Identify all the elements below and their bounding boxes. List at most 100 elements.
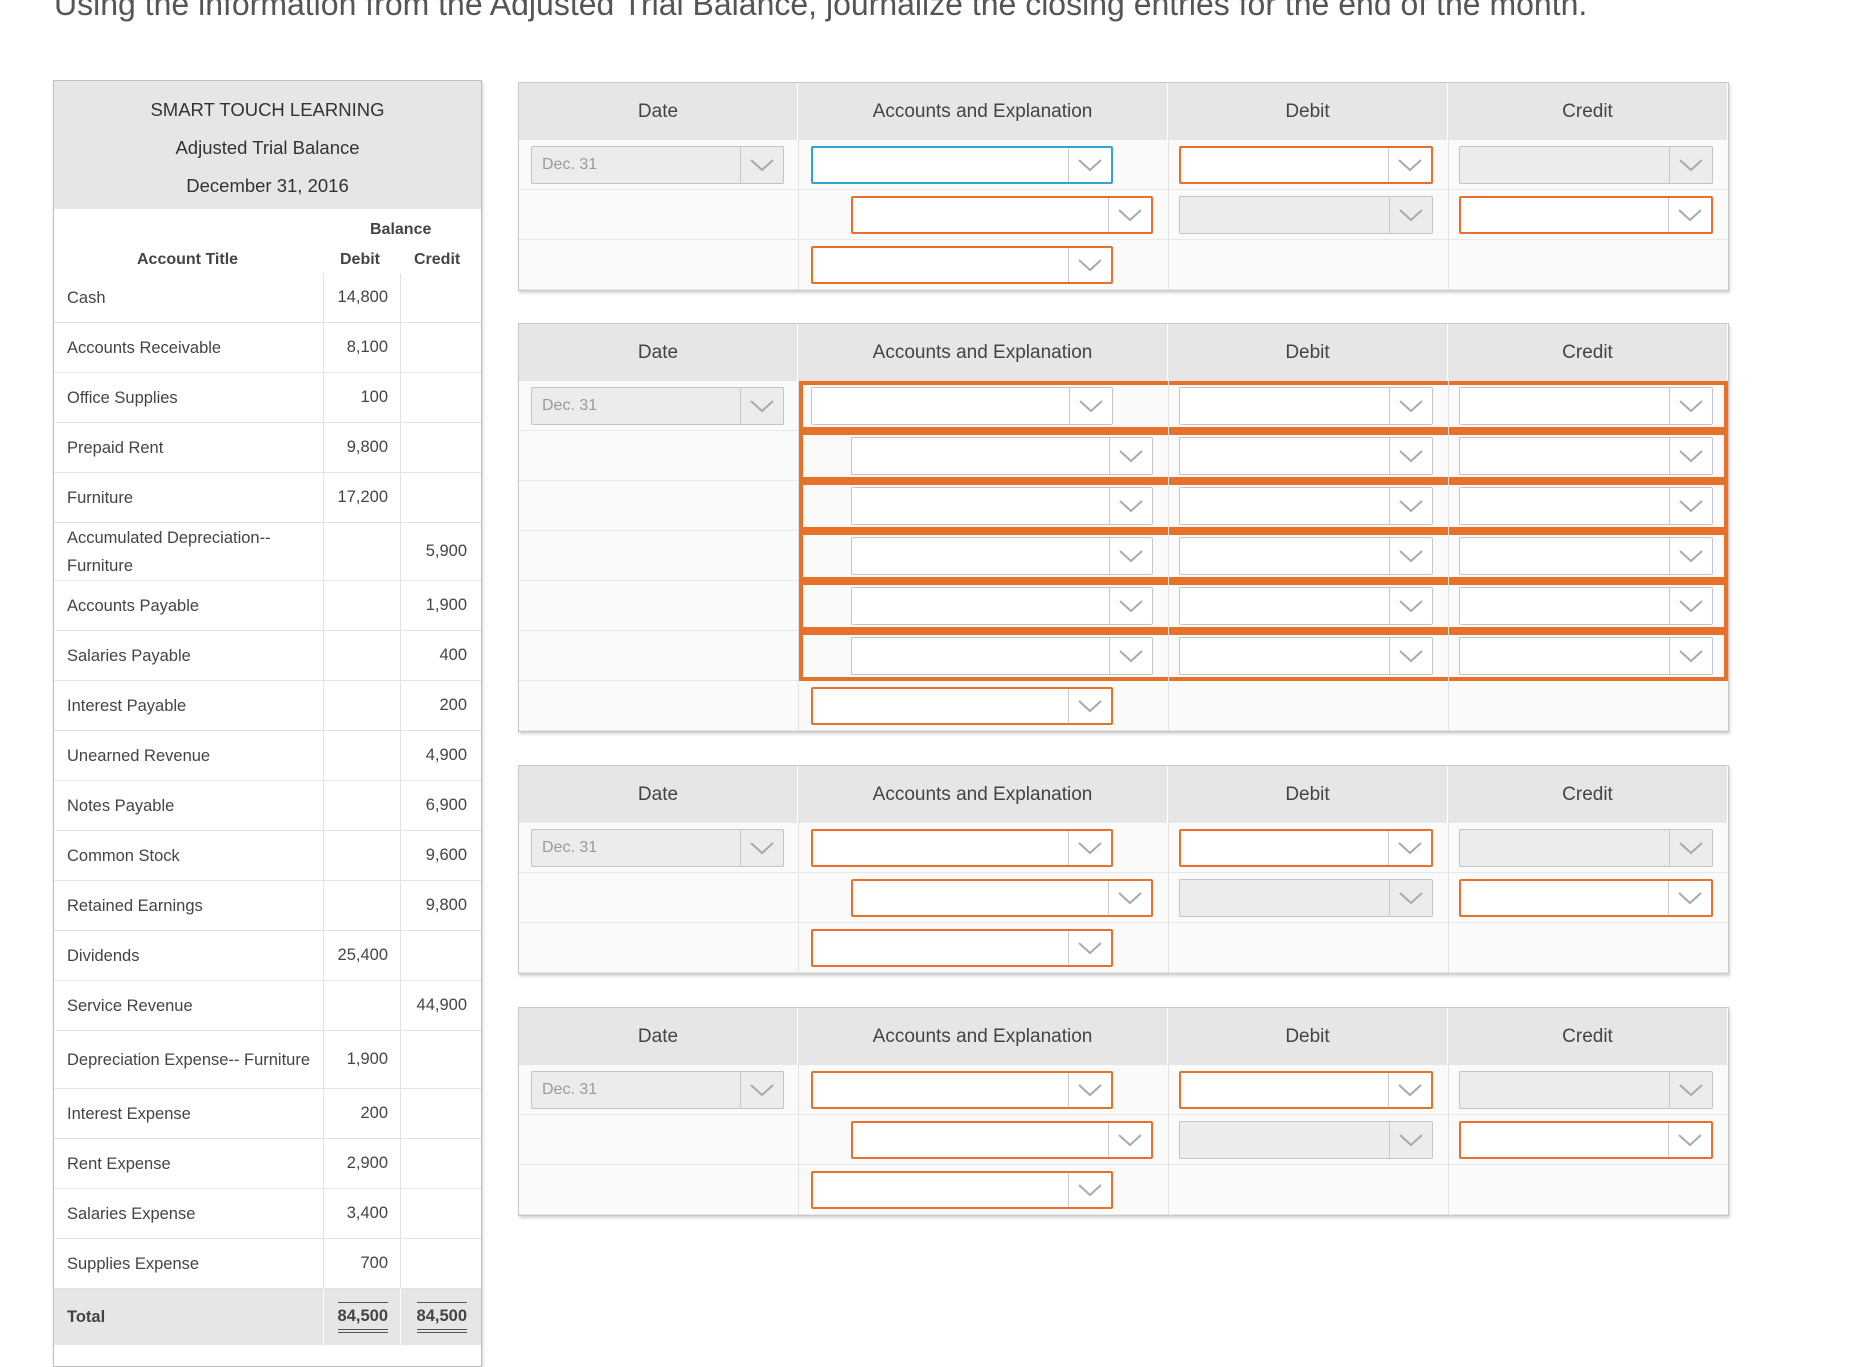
column-divider — [798, 823, 799, 973]
account-select[interactable] — [811, 387, 1113, 425]
required-row-highlight — [799, 381, 1728, 431]
credit-amount: 5,900 — [425, 542, 467, 560]
credit-select[interactable] — [1459, 587, 1713, 625]
account-select[interactable] — [851, 487, 1153, 525]
credit-select[interactable] — [1459, 637, 1713, 675]
date-column-header: Date — [519, 1008, 798, 1065]
chevron-down-icon — [740, 388, 783, 424]
credit-amount — [401, 1239, 479, 1288]
chevron-down-icon — [1109, 588, 1152, 624]
credit-column-header: Credit — [1448, 766, 1728, 823]
debit-amount — [324, 631, 401, 680]
credit-column-header: Credit — [1448, 324, 1728, 381]
account-title: Unearned Revenue — [54, 731, 324, 780]
chevron-down-icon — [1108, 1123, 1151, 1157]
debit-select[interactable] — [1179, 829, 1433, 867]
credit-select[interactable] — [1459, 487, 1713, 525]
date-value: Dec. 31 — [542, 839, 598, 856]
credit-select[interactable] — [1459, 1121, 1713, 1159]
account-title: Office Supplies — [54, 373, 324, 422]
credit-amount — [401, 323, 479, 372]
account-title: Salaries Payable — [54, 631, 324, 680]
chevron-down-icon — [1109, 488, 1152, 524]
trial-balance-row: Rent Expense 2,900 — [54, 1139, 481, 1189]
credit-column-header: Credit — [1448, 83, 1728, 140]
balance-header: Balance — [370, 221, 432, 238]
account-select[interactable] — [851, 587, 1153, 625]
debit-select[interactable] — [1179, 537, 1433, 575]
debit-amount: 17,200 — [324, 473, 401, 522]
debit-amount: 14,800 — [324, 273, 401, 322]
account-select[interactable] — [811, 829, 1113, 867]
accounts-column-header: Accounts and Explanation — [798, 324, 1168, 381]
debit-select[interactable] — [1179, 146, 1433, 184]
trial-balance-row: Furniture 17,200 — [54, 473, 481, 523]
debit-amount — [324, 881, 401, 930]
credit-select[interactable] — [1459, 437, 1713, 475]
journal-row — [519, 923, 1728, 973]
account-select[interactable] — [851, 879, 1153, 917]
debit-select[interactable] — [1179, 437, 1433, 475]
trial-balance-total-row: Total 84,500 84,500 — [54, 1289, 481, 1345]
account-select[interactable] — [851, 537, 1153, 575]
credit-select[interactable] — [1459, 537, 1713, 575]
account-select[interactable] — [851, 637, 1153, 675]
column-divider — [1168, 140, 1169, 290]
account-select[interactable] — [851, 196, 1153, 234]
credit-header: Credit — [414, 251, 461, 268]
debit-amount: 2,900 — [324, 1139, 401, 1188]
credit-amount — [401, 273, 479, 322]
company-name: SMART TOUCH LEARNING — [150, 99, 385, 120]
chevron-down-icon — [1068, 1173, 1111, 1207]
explanation-select[interactable] — [811, 1171, 1113, 1209]
account-select[interactable] — [811, 146, 1113, 184]
journal-entry-table: Date Accounts and Explanation Debit Credit D… — [518, 82, 1729, 291]
credit-amount: 9,800 — [425, 896, 467, 914]
explanation-select[interactable] — [811, 687, 1113, 725]
explanation-select[interactable] — [811, 246, 1113, 284]
date-select: Dec. 31 — [531, 829, 784, 867]
journal-row — [519, 240, 1728, 290]
credit-amount: 6,900 — [425, 796, 467, 814]
journal-row — [519, 531, 1728, 581]
credit-select[interactable] — [1459, 196, 1713, 234]
debit-select[interactable] — [1179, 487, 1433, 525]
accounts-column-header: Accounts and Explanation — [798, 1008, 1168, 1065]
journal-row — [519, 1115, 1728, 1165]
debit-select — [1179, 879, 1433, 917]
account-select[interactable] — [851, 437, 1153, 475]
date-select: Dec. 31 — [531, 387, 784, 425]
journal-row: Dec. 31 — [519, 381, 1728, 431]
chevron-down-icon — [1108, 881, 1151, 915]
account-select[interactable] — [851, 1121, 1153, 1159]
date-column-header: Date — [519, 83, 798, 140]
chevron-down-icon — [1389, 638, 1432, 674]
debit-amount — [324, 581, 401, 630]
debit-amount: 1,900 — [324, 1031, 401, 1088]
trial-balance-row: Retained Earnings 9,800 — [54, 881, 481, 931]
chevron-down-icon — [1068, 148, 1111, 182]
account-select[interactable] — [811, 1071, 1113, 1109]
trial-balance-row: Unearned Revenue 4,900 — [54, 731, 481, 781]
journal-row — [519, 681, 1728, 731]
journal-row — [519, 873, 1728, 923]
date-value: Dec. 31 — [542, 1081, 598, 1098]
credit-select — [1459, 829, 1713, 867]
instruction-text: Using the information from the Adjusted … — [54, 0, 1588, 22]
chevron-down-icon — [1388, 148, 1431, 182]
debit-amount: 100 — [324, 373, 401, 422]
debit-select[interactable] — [1179, 587, 1433, 625]
debit-amount: 700 — [324, 1239, 401, 1288]
trial-balance-rows: Cash 14,800 Accounts Receivable 8,100 Office… — [54, 273, 481, 1289]
debit-amount — [324, 731, 401, 780]
credit-select[interactable] — [1459, 387, 1713, 425]
trial-balance-row: Cash 14,800 — [54, 273, 481, 323]
debit-select[interactable] — [1179, 387, 1433, 425]
credit-select[interactable] — [1459, 879, 1713, 917]
debit-select — [1179, 196, 1433, 234]
debit-select[interactable] — [1179, 1071, 1433, 1109]
journal-row — [519, 481, 1728, 531]
debit-select[interactable] — [1179, 637, 1433, 675]
explanation-select[interactable] — [811, 929, 1113, 967]
debit-amount — [324, 981, 401, 1030]
